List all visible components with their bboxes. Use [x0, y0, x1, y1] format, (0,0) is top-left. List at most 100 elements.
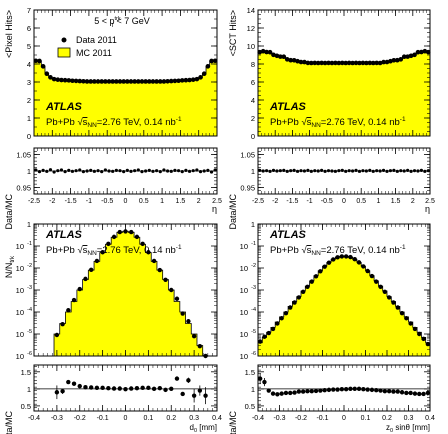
data-point [257, 339, 263, 344]
selection-label: 5 < ptrk T < 7 GeV [94, 16, 150, 29]
ratio-point [173, 168, 177, 172]
y-tick-label: 0.95 [16, 183, 31, 192]
data-point [421, 336, 426, 342]
y-tick-label: 10 [240, 286, 248, 295]
ratio-point [206, 168, 210, 172]
y-axis-title: Data/MC [4, 411, 14, 434]
data-point [331, 257, 336, 262]
ratio-point [59, 168, 64, 172]
ratio-point [354, 168, 358, 172]
ratio-point [122, 170, 126, 174]
y-tick-label: 7 [27, 6, 31, 15]
x-tick-label: -0.4 [28, 415, 40, 422]
data-point [180, 311, 185, 316]
ratio-point [375, 169, 379, 173]
ratio-point [309, 389, 314, 394]
data-point [139, 79, 145, 84]
label-part: z [386, 423, 390, 432]
ratio-point [302, 169, 307, 173]
ratio-point [123, 386, 128, 392]
data-point [150, 79, 156, 84]
x-axis-title: η [425, 204, 430, 214]
ratio-point [300, 389, 306, 394]
data-point [302, 59, 307, 65]
y-tick-exponent: -6 [27, 351, 32, 357]
data-point [48, 75, 53, 80]
label-part: =2.76 TeV, 0.14 nb [97, 245, 176, 256]
data-point [309, 279, 314, 284]
ratio-point [309, 169, 313, 173]
ratio-point [289, 169, 293, 173]
ratio-point [125, 168, 129, 172]
data-point [288, 305, 293, 310]
data-point [179, 78, 185, 83]
data-point [319, 60, 324, 66]
ratio-point [392, 168, 396, 172]
ratio-point [292, 390, 297, 395]
data-point [100, 250, 105, 255]
ratio-point [368, 168, 372, 172]
y-tick-exponent: -3 [251, 285, 256, 291]
ratio-point [41, 168, 45, 172]
y-tick-label: 0.5 [21, 402, 31, 411]
data-point [99, 79, 105, 84]
data-point [353, 60, 359, 66]
ratio-point [271, 168, 276, 172]
data-point [374, 60, 379, 66]
data-point [88, 79, 94, 84]
x-tick-label: -0.1 [97, 415, 109, 422]
data-point [360, 60, 366, 66]
x-axis-title: d0 [mm] [189, 423, 217, 434]
x-tick-label: 0.5 [356, 198, 366, 205]
y-tick-label: 0 [251, 132, 255, 141]
ratio-point [395, 389, 400, 394]
ratio-point [382, 389, 388, 394]
y-tick-label: 8 [251, 60, 255, 69]
data-point [399, 311, 405, 316]
label-part: T [111, 23, 115, 29]
ratio-point [117, 386, 122, 391]
x-tick-label: 1 [160, 198, 164, 205]
data-point [132, 79, 137, 84]
data-point [154, 79, 159, 84]
x-tick-label: 2 [197, 198, 201, 205]
ratio-point [316, 169, 320, 173]
ratio-point [412, 169, 417, 173]
data-point [205, 64, 211, 69]
x-tick-label: 0.1 [361, 415, 371, 422]
data-point [288, 57, 293, 63]
data-point [262, 334, 267, 339]
ratio-point [344, 169, 348, 173]
x-tick-label: -1 [86, 198, 92, 205]
ratio-point [118, 169, 122, 173]
axis-title-text: Data/MC [228, 411, 238, 434]
ratio-point [305, 389, 310, 394]
data-point [343, 60, 349, 66]
y-tick-label: 0 [27, 132, 31, 141]
data-point [212, 58, 218, 64]
x-tick-label: -0.2 [74, 415, 86, 422]
y-tick-exponent: -5 [251, 329, 256, 335]
ratio-point [88, 385, 94, 390]
ratio-point [129, 169, 133, 173]
x-tick-label: 0 [342, 198, 346, 205]
data-point [395, 305, 400, 310]
label-part: Pb+Pb [270, 245, 301, 256]
data-point [339, 254, 345, 259]
ratio-point [333, 169, 337, 173]
y-tick-label: 10 [240, 352, 248, 361]
data-point [348, 254, 353, 260]
data-point [191, 333, 197, 339]
ratio-point [386, 389, 392, 394]
y-axis-title: Data/MC [4, 194, 14, 230]
ratio-point [266, 388, 271, 393]
data-point [198, 75, 203, 80]
ratio-point [56, 169, 60, 173]
y-tick-label: 2 [251, 114, 255, 123]
ratio-point [146, 385, 151, 391]
data-point [305, 60, 311, 66]
ratio-point [163, 387, 168, 393]
ratio-point [406, 168, 410, 172]
ratio-point [270, 391, 276, 396]
data-point [295, 58, 300, 64]
